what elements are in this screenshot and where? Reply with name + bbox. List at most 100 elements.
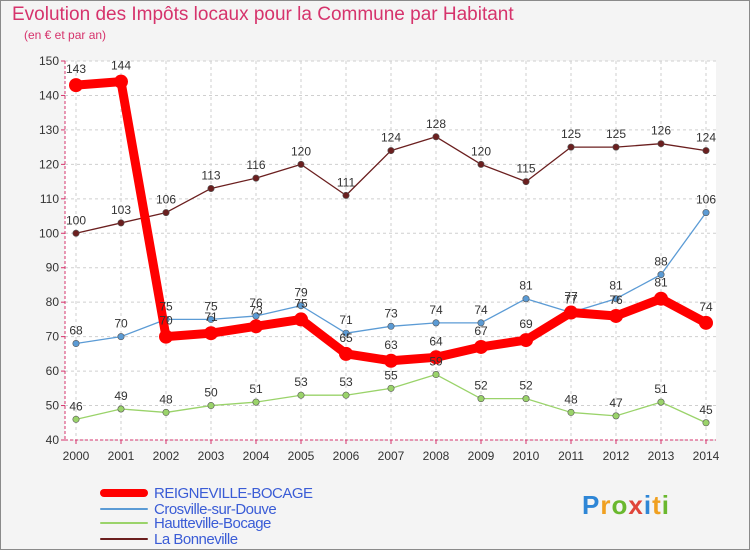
data-label: 71: [339, 313, 353, 327]
legend-label: Hautteville-Bocage: [154, 514, 271, 532]
data-point: [204, 326, 218, 341]
data-point: [609, 308, 623, 323]
y-tick-label: 100: [39, 226, 59, 240]
data-label: 120: [291, 144, 311, 158]
x-tick-label: 2003: [198, 449, 225, 463]
plot-area: [65, 61, 716, 440]
data-label: 52: [474, 379, 488, 393]
data-label: 48: [564, 392, 578, 406]
data-point: [702, 419, 710, 427]
data-point: [387, 147, 395, 155]
data-point: [342, 391, 350, 399]
data-point: [72, 229, 80, 237]
data-label: 53: [339, 375, 353, 389]
legend-item-reigneville[interactable]: REIGNEVILLE-BOCAGE: [100, 485, 313, 502]
data-label: 75: [294, 296, 308, 310]
legend-item-hautteville[interactable]: Hautteville-Bocage: [100, 514, 271, 532]
data-point: [342, 329, 350, 337]
data-label: 100: [66, 213, 86, 227]
data-label: 81: [654, 276, 668, 290]
data-point: [432, 371, 440, 379]
data-label: 59: [429, 355, 443, 369]
data-label: 88: [654, 255, 668, 269]
data-label: 65: [339, 331, 353, 345]
data-point: [702, 209, 710, 217]
y-tick-label: 140: [39, 88, 59, 102]
data-label: 77: [564, 293, 578, 307]
logo-letter: x: [628, 490, 644, 520]
x-tick-label: 2001: [108, 449, 135, 463]
logo-letter: o: [611, 490, 629, 520]
data-point: [432, 319, 440, 327]
data-label: 47: [609, 396, 623, 410]
legend-item-la-bonneville[interactable]: La Bonneville: [100, 531, 238, 548]
logo-letter: P: [582, 490, 601, 520]
data-label: 74: [474, 303, 488, 317]
data-label: 144: [111, 59, 131, 73]
data-point: [657, 398, 665, 406]
data-label: 120: [471, 144, 491, 158]
data-point: [612, 295, 620, 303]
logo-letter: t: [652, 490, 662, 520]
proxiti-logo: Proxiti: [582, 490, 670, 521]
data-point: [252, 174, 260, 182]
data-label: 46: [69, 399, 83, 413]
data-label: 77: [564, 290, 578, 304]
data-label: 53: [294, 375, 308, 389]
data-point: [117, 405, 125, 413]
data-point: [162, 408, 170, 416]
data-point: [114, 74, 128, 89]
logo-letter: i: [643, 490, 653, 520]
data-point: [117, 333, 125, 341]
x-tick-label: 2000: [63, 449, 90, 463]
data-label: 45: [699, 403, 713, 417]
data-point: [699, 315, 713, 330]
legend-item-crosville[interactable]: Crosville-sur-Douve: [100, 501, 277, 518]
data-label: 106: [696, 193, 716, 207]
data-point: [519, 333, 533, 348]
data-label: 76: [249, 296, 263, 310]
data-point: [252, 398, 260, 406]
data-point: [522, 395, 530, 403]
data-label: 64: [429, 334, 443, 348]
data-point: [339, 346, 353, 361]
logo-letter: i: [661, 490, 670, 520]
data-label: 71: [204, 310, 218, 324]
data-label: 124: [696, 131, 716, 145]
y-tick-label: 90: [46, 261, 60, 275]
data-label: 111: [337, 175, 356, 189]
data-point: [72, 340, 80, 348]
data-point: [387, 384, 395, 392]
data-point: [252, 312, 260, 320]
data-label: 55: [384, 368, 398, 382]
data-point: [702, 147, 710, 155]
data-label: 70: [114, 317, 128, 331]
data-point: [477, 395, 485, 403]
data-label: 48: [159, 392, 173, 406]
data-label: 103: [111, 203, 131, 217]
data-point: [567, 408, 575, 416]
series-lines: [69, 74, 713, 427]
data-label: 50: [204, 386, 218, 400]
data-point: [612, 412, 620, 420]
data-point: [342, 191, 350, 199]
data-point: [522, 295, 530, 303]
data-point: [567, 143, 575, 151]
x-tick-label: 2002: [153, 449, 180, 463]
data-point: [387, 322, 395, 330]
data-label: 69: [519, 317, 533, 331]
data-label: 143: [66, 62, 86, 76]
legend-swatch: [100, 538, 148, 540]
chart-subtitle: (en € et par an): [24, 28, 107, 42]
data-label: 73: [249, 303, 263, 317]
data-label: 128: [426, 117, 446, 131]
data-point: [72, 415, 80, 423]
legend-swatch: [100, 489, 148, 497]
data-label: 113: [201, 168, 220, 182]
data-point: [297, 302, 305, 310]
data-point: [522, 178, 530, 186]
data-point: [207, 184, 215, 192]
data-label: 73: [384, 306, 398, 320]
x-tick-label: 2008: [423, 449, 450, 463]
